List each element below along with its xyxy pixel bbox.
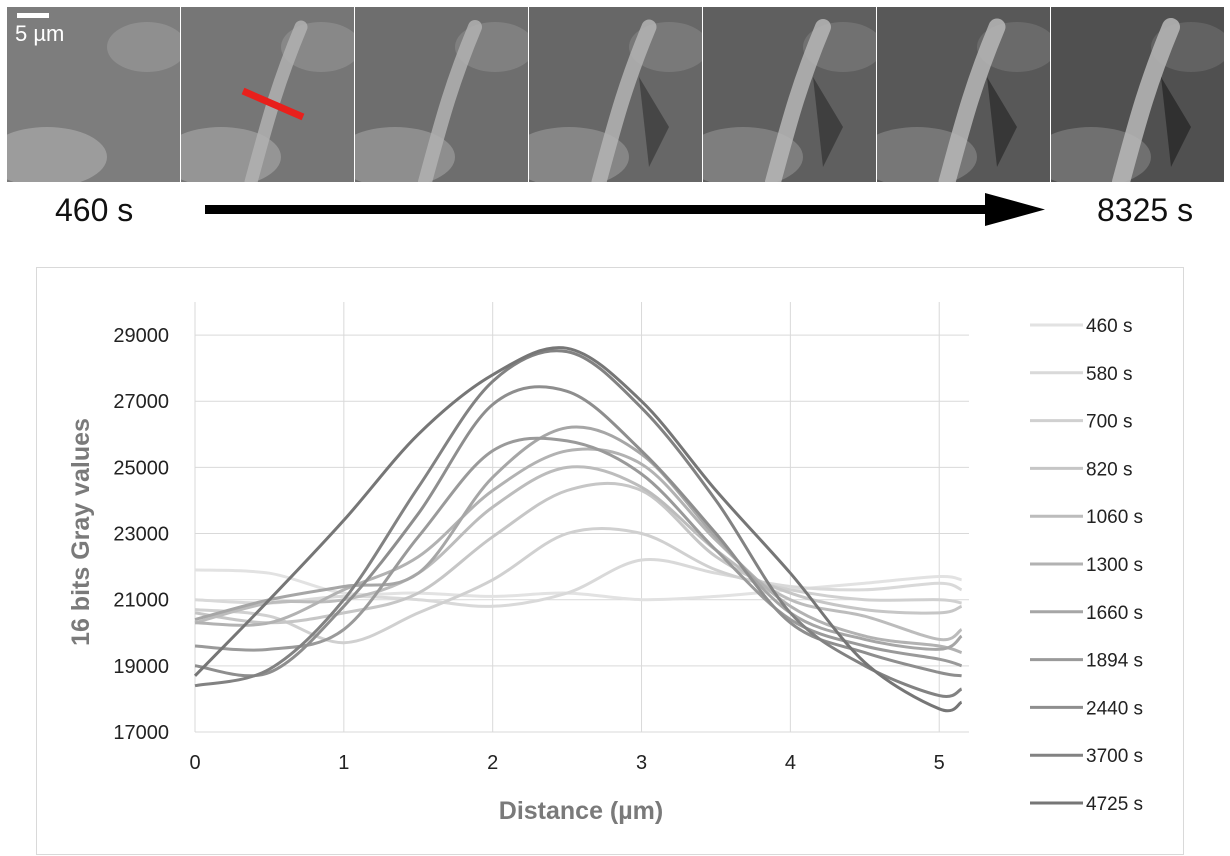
series-line-580s	[194, 557, 963, 608]
y-tick-label: 19000	[113, 656, 169, 678]
y-tick-label: 21000	[113, 590, 169, 612]
legend-label: 1300 s	[1086, 555, 1143, 576]
microscopy-frame	[703, 7, 876, 182]
legend-label: 1894 s	[1086, 651, 1143, 672]
legend-label: 4725 s	[1086, 794, 1143, 815]
series-line-700s	[194, 526, 962, 645]
y-tick-label: 23000	[113, 524, 169, 546]
y-tick-label: 29000	[113, 325, 169, 347]
series-line-3700s	[194, 349, 963, 698]
y-tick-label: 17000	[113, 722, 169, 744]
x-axis-title: Distance (µm)	[499, 797, 663, 825]
series-line-1300s	[194, 447, 963, 655]
y-tick-label: 27000	[113, 391, 169, 413]
end-time-label: 8325 s	[1097, 192, 1194, 228]
legend-label: 580 s	[1086, 364, 1132, 385]
x-tick-label: 3	[636, 752, 647, 774]
x-tick-label: 1	[338, 752, 349, 774]
legend-label: 820 s	[1086, 459, 1132, 480]
profile-chart: 0 1 2 3 4 5 17000 19000 21000 23000 25000 27000 2900…	[36, 267, 1184, 855]
microscopy-frame: 5 µm	[7, 7, 180, 182]
time-lapse-image-strip: 5 µm	[7, 7, 1225, 182]
microscopy-frame	[877, 7, 1050, 182]
microscopy-frame	[355, 7, 528, 182]
legend-label: 1060 s	[1086, 507, 1143, 528]
y-axis-title: 16 bits Gray values	[67, 418, 95, 646]
series-line-1660s	[194, 425, 963, 651]
chart-svg: 0 1 2 3 4 5 17000 19000 21000 23000 25000 27000 2900…	[67, 302, 1143, 825]
time-arrow	[205, 193, 1045, 226]
legend-label: 700 s	[1086, 412, 1132, 433]
series-line-2440s	[194, 385, 962, 678]
series-line-1060s	[194, 465, 963, 642]
series-line-1894s	[194, 436, 963, 668]
legend-label: 3700 s	[1086, 746, 1143, 767]
profile-line-marker	[241, 87, 305, 121]
x-tick-label: 4	[785, 752, 796, 774]
legend-label: 2440 s	[1086, 698, 1143, 719]
series-line-4725s	[193, 346, 963, 713]
series-line-820s	[194, 481, 963, 625]
start-time-label: 460 s	[55, 192, 134, 228]
scale-bar	[17, 13, 49, 18]
x-tick-label: 0	[189, 752, 200, 774]
x-tick-label: 2	[487, 752, 498, 774]
scale-bar-label: 5 µm	[15, 21, 65, 46]
legend-label: 460 s	[1086, 316, 1132, 337]
microscopy-frame	[529, 7, 702, 182]
legend-label: 1660 s	[1086, 603, 1143, 624]
x-tick-label: 5	[934, 752, 945, 774]
y-tick-label: 25000	[113, 457, 169, 479]
series-line-460s	[194, 568, 962, 602]
microscopy-frame	[181, 7, 354, 182]
microscopy-frame	[1051, 7, 1224, 182]
